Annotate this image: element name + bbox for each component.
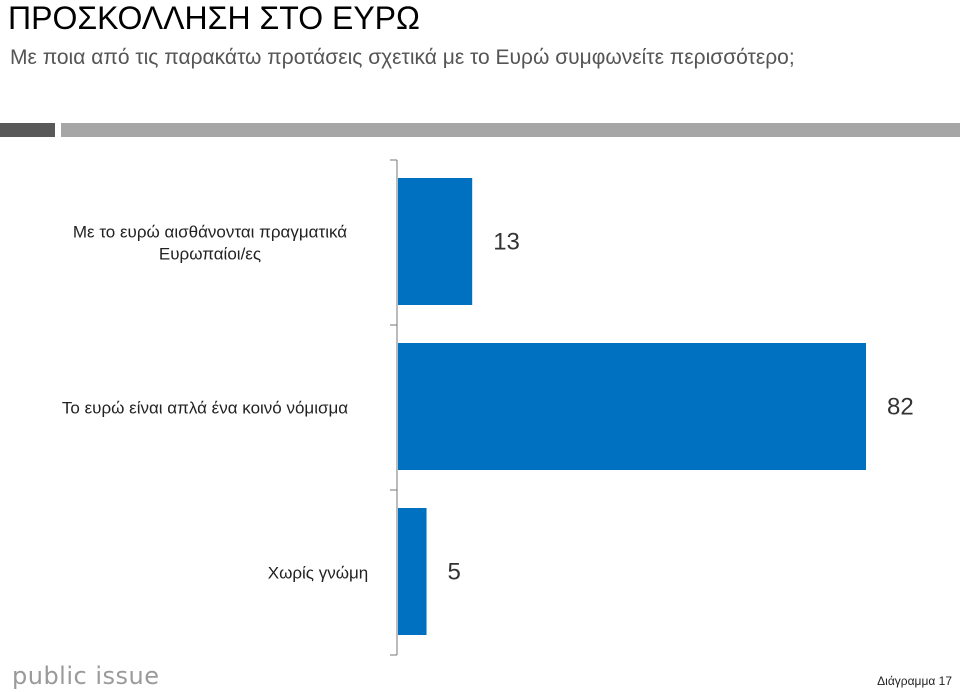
- bar: [398, 343, 866, 470]
- chart-number-label: Διάγραμμα 17: [877, 674, 952, 688]
- bar: [398, 178, 473, 305]
- category-label: Χωρίς γνώμη: [268, 564, 369, 583]
- public-issue-logo: public issue: [12, 662, 160, 690]
- data-label: 13: [493, 229, 520, 256]
- page-subtitle: Με ποια από τις παρακάτω προτάσεις σχετι…: [10, 46, 795, 69]
- category-label: Με το ευρώ αισθάνονται πραγματικά: [73, 223, 347, 242]
- page-title: ΠΡΟΣΚΟΛΛΗΣΗ ΣΤΟ ΕΥΡΩ: [8, 0, 420, 36]
- category-label: Ευρωπαίοι/ες: [159, 245, 261, 264]
- header-accent-light: [61, 123, 960, 137]
- bar: [398, 508, 427, 635]
- data-label: 82: [887, 394, 914, 421]
- header-accent-dark: [0, 123, 55, 137]
- category-label: Το ευρώ είναι απλά ένα κοινό νόμισμα: [62, 399, 348, 418]
- data-label: 5: [448, 559, 461, 586]
